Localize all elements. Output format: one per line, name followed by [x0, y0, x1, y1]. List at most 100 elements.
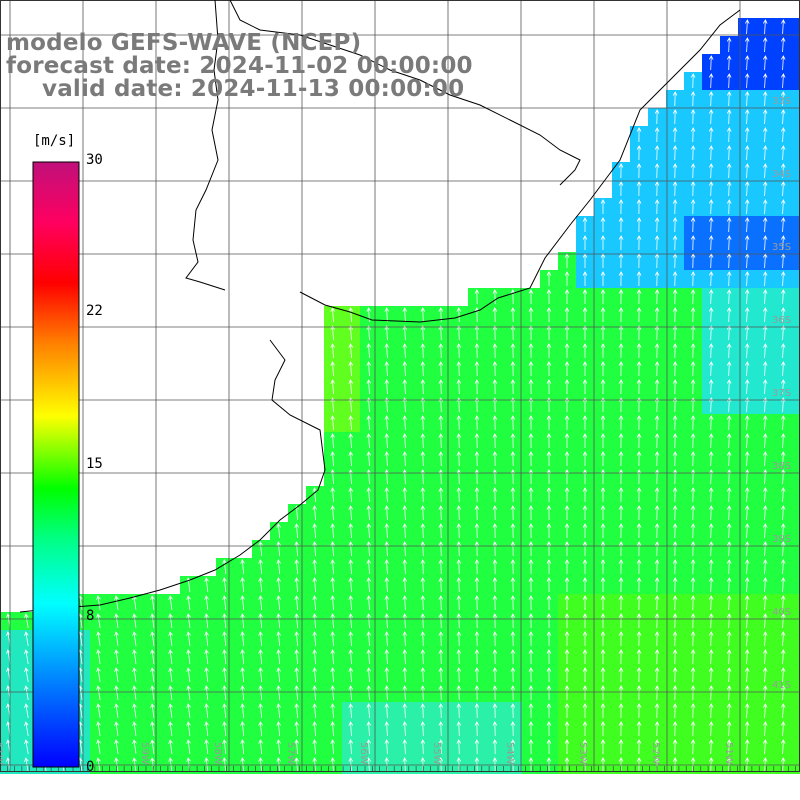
wind-arrow: [402, 307, 408, 323]
speed-cell: [792, 342, 800, 360]
colorbar-tick-8: 8: [86, 608, 95, 624]
wind-arrow: [348, 325, 354, 341]
wind-arrow: [654, 343, 660, 359]
latitude-label: 37S: [772, 388, 791, 399]
wind-arrow: [438, 523, 444, 539]
wind-arrow: [474, 469, 480, 485]
wind-arrow: [672, 235, 678, 251]
wind-arrow: [564, 721, 570, 736]
wind-arrow: [582, 415, 588, 430]
wind-arrow: [780, 451, 786, 467]
wind-arrow: [726, 649, 732, 665]
grid-labels: 61W60W59W58W57W56W55W54W53W52W51W33S34S3…: [0, 96, 791, 765]
wind-arrow: [672, 703, 678, 719]
wind-arrow: [312, 505, 317, 521]
wind-arrow: [24, 631, 29, 646]
wind-arrow: [582, 721, 588, 736]
wind-arrow: [636, 379, 642, 395]
wind-arrow: [204, 685, 209, 701]
wind-arrow: [780, 163, 786, 179]
wind-arrow: [456, 667, 462, 683]
speed-cell: [792, 576, 800, 594]
wind-arrow: [780, 109, 786, 125]
wind-arrow: [114, 613, 119, 628]
wind-arrow: [708, 559, 714, 575]
wind-arrow: [672, 325, 678, 341]
speed-cell: [792, 72, 800, 90]
wind-arrow: [276, 595, 281, 611]
wind-arrow: [348, 451, 354, 467]
speed-cell: [792, 90, 800, 108]
wind-arrow: [186, 631, 191, 646]
wind-arrow: [366, 451, 372, 467]
wind-arrow: [672, 307, 678, 323]
wind-arrow: [564, 559, 570, 574]
wind-arrow: [276, 685, 281, 701]
wind-arrow: [312, 649, 317, 665]
wind-arrow: [618, 505, 624, 521]
wind-arrow: [312, 721, 317, 737]
wind-arrow: [384, 307, 390, 323]
wind-arrow: [780, 469, 786, 485]
longitude-label: 56W: [358, 742, 369, 765]
wind-arrow: [564, 577, 570, 592]
wind-arrow: [744, 19, 750, 35]
wind-arrow: [492, 631, 498, 647]
wind-arrow: [204, 631, 209, 647]
wind-arrow: [168, 721, 173, 736]
wind-arrow: [294, 595, 299, 611]
wind-arrow: [312, 559, 317, 575]
wind-arrow: [672, 163, 678, 179]
wind-arrow: [600, 613, 606, 628]
wind-arrow: [672, 649, 678, 665]
wind-arrow: [744, 451, 750, 467]
wind-arrow: [294, 649, 299, 665]
wind-arrow: [654, 271, 660, 287]
wind-arrow: [708, 343, 714, 359]
wind-arrow: [348, 649, 354, 665]
wind-arrow: [348, 433, 354, 449]
wind-arrow: [348, 577, 354, 593]
wind-arrow: [564, 703, 570, 718]
wind-arrow: [762, 667, 768, 683]
wind-arrow: [690, 343, 696, 359]
wind-arrow: [384, 451, 390, 467]
wind-arrow: [240, 739, 245, 755]
wind-arrow: [690, 109, 696, 125]
wind-arrow: [510, 505, 516, 521]
wind-arrow: [744, 505, 750, 521]
wind-arrow: [726, 163, 732, 179]
wind-arrow: [546, 469, 552, 485]
speed-cell: [792, 432, 800, 450]
wind-arrow: [690, 271, 696, 287]
wind-arrow: [186, 685, 191, 700]
wind-arrow: [546, 577, 552, 593]
wind-arrow: [456, 685, 462, 701]
wind-arrow: [618, 415, 624, 431]
wind-arrow: [330, 469, 335, 485]
wind-arrow: [276, 523, 281, 539]
wind-arrow: [474, 685, 480, 701]
wind-arrow: [186, 667, 191, 682]
wind-arrow: [744, 541, 750, 557]
wind-arrow: [582, 289, 588, 304]
wind-arrow: [96, 703, 101, 718]
wind-arrow: [510, 523, 516, 539]
wind-arrow: [366, 487, 372, 503]
wind-arrow: [438, 487, 444, 503]
wind-arrow: [726, 289, 732, 305]
wind-arrow: [456, 739, 462, 755]
wind-arrow: [528, 361, 534, 377]
wind-arrow: [420, 505, 426, 521]
wind-arrow: [780, 343, 786, 359]
wind-arrow: [672, 217, 678, 233]
wind-arrow: [204, 577, 209, 593]
wind-arrow: [618, 325, 624, 341]
wind-arrow: [780, 289, 786, 305]
wind-arrow: [528, 721, 534, 737]
wind-arrow: [438, 577, 444, 593]
wind-arrow: [582, 271, 588, 286]
wind-arrow: [420, 595, 426, 611]
wind-arrow: [420, 361, 426, 377]
wind-arrow: [474, 667, 480, 683]
